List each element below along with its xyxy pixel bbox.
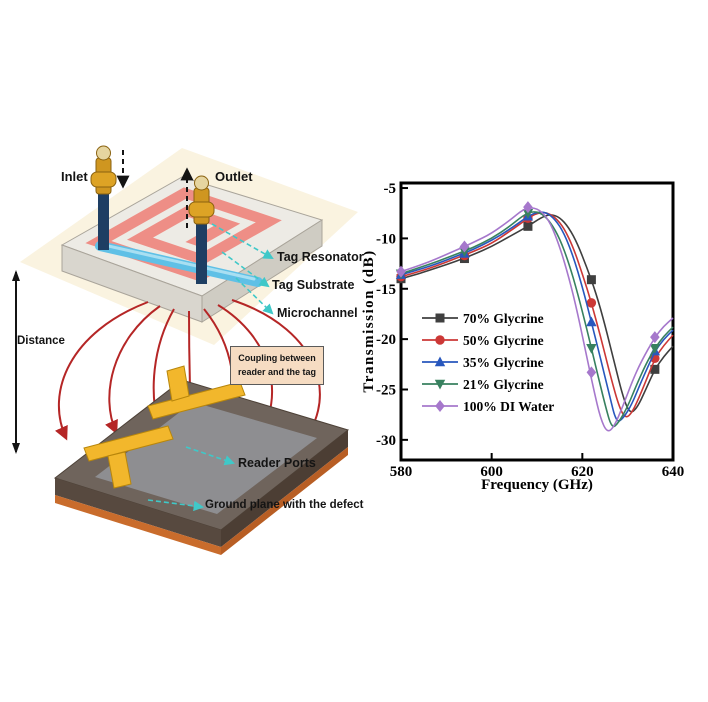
legend-marker [434, 356, 446, 367]
series-marker-100-di-water [523, 201, 533, 214]
series-marker-21-glycrine [649, 343, 661, 354]
tag-substrate-slab [60, 176, 324, 323]
series-line-50-glycrine [400, 211, 674, 418]
microchannel-strip [95, 241, 263, 287]
tag-resonator-label: Tag Resonator [277, 250, 364, 264]
x-tick-label: 600 [480, 464, 503, 480]
x-tick-label: 640 [662, 464, 685, 480]
series-marker-70-glycrine [586, 275, 596, 285]
series-21-glycrine [395, 209, 674, 428]
legend-marker [435, 400, 445, 412]
reader-ground-plane [53, 379, 350, 555]
series-line-70-glycrine [400, 214, 674, 413]
x-axis-title: Frequency (GHz) [481, 477, 593, 493]
series-marker-50-glycrine [586, 298, 597, 308]
legend-label: 50% Glycrine [463, 333, 544, 348]
series-marker-100-di-water [650, 331, 660, 344]
series-marker-70-glycrine [650, 364, 660, 374]
legend-label: 100% DI Water [463, 399, 554, 414]
legend-marker [434, 379, 446, 390]
series-line-35-glycrine [400, 211, 674, 422]
x-tick-label: 620 [571, 464, 594, 480]
distance-arrow [12, 270, 20, 454]
legend-item-100-di-water: 100% DI Water [422, 399, 554, 414]
reader-ports [83, 365, 246, 489]
y-tick-label: -5 [384, 181, 397, 197]
outlet-label: Outlet [215, 169, 253, 184]
distance-label: Distance [17, 335, 65, 347]
y-tick-label: -30 [376, 433, 396, 449]
series-marker-100-di-water [396, 265, 406, 278]
series-line-100-di-water [400, 207, 674, 432]
coupling-note-line2: reader and the tag [237, 367, 317, 378]
legend-item-70-glycrine: 70% Glycrine [422, 311, 544, 326]
legend-marker [435, 313, 445, 323]
series-marker-21-glycrine [586, 343, 597, 354]
label-leaders [147, 223, 274, 512]
outlet-pipe [188, 175, 215, 284]
plot-frame [399, 181, 675, 462]
legend: 70% Glycrine 50% Glycrine 35% Glycrine 21% … [422, 311, 554, 414]
legend-marker [435, 335, 445, 345]
x-tick-label: 580 [390, 464, 413, 480]
legend-label: 21% Glycrine [463, 377, 544, 392]
coupling-note: Coupling between reader and the tag [230, 346, 324, 385]
microchannel-label: Microchannel [277, 306, 358, 320]
series-marker-100-di-water [459, 240, 470, 253]
y-tick-label: -20 [376, 332, 396, 348]
series-100-di-water [396, 201, 674, 432]
legend-label: 35% Glycrine [463, 355, 544, 370]
inlet-label: Inlet [61, 169, 88, 184]
y-tick-label: -10 [376, 231, 396, 247]
series-marker-70-glycrine [523, 221, 533, 231]
series-marker-21-glycrine [522, 209, 534, 219]
reader-ports-label: Reader Ports [238, 456, 316, 470]
legend-item-35-glycrine: 35% Glycrine [422, 355, 544, 370]
ground-plane-label: Ground plane with the defect [205, 499, 364, 511]
series-marker-100-di-water [586, 366, 597, 379]
inlet-pipe [90, 145, 117, 250]
y-tick-label: -15 [376, 282, 396, 298]
series-marker-35-glycrine [586, 316, 597, 327]
y-tick-label: -25 [376, 382, 396, 398]
y-axis-title: Transmission (dB) [361, 249, 377, 393]
tag-substrate-label: Tag Substrate [272, 278, 355, 292]
legend-label: 70% Glycrine [463, 311, 544, 326]
coupling-note-line1: Coupling between [238, 353, 316, 363]
legend-item-50-glycrine: 50% Glycrine [422, 333, 544, 348]
legend-item-21-glycrine: 21% Glycrine [422, 377, 544, 392]
series-line-21-glycrine [400, 211, 674, 428]
